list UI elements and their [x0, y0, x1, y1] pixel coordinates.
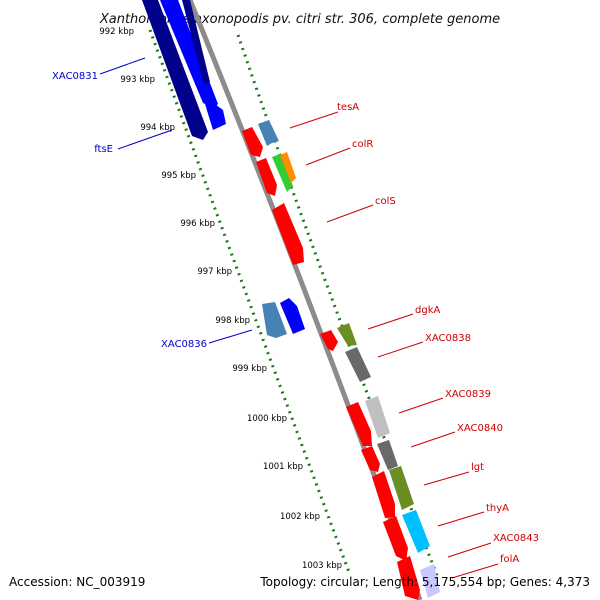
leader-line-xac0838	[377, 341, 424, 358]
gene-xac0840-a	[361, 446, 380, 472]
forward-strand-labels: tesA colR colS dgkA XAC0838 XAC0839 XAC0840 lgt…	[289, 102, 539, 579]
gene-colr-b	[272, 154, 293, 192]
leader-line-thya	[437, 511, 485, 527]
gene-dgka-a	[320, 330, 338, 351]
tick-label-999-kbp: 999 kbp	[232, 364, 267, 374]
leader-line-xac0843	[447, 542, 492, 558]
gene-label-ftse[interactable]: ftsE	[94, 144, 113, 155]
leader-line-dgka	[367, 313, 414, 330]
gene-reverse-outer-stripe	[182, 0, 210, 84]
gene-label-xac0840[interactable]: XAC0840	[457, 423, 503, 434]
tick-label-992-kbp: 992 kbp	[99, 27, 134, 37]
tick-labels: 992 kbp 993 kbp 994 kbp 995 kbp 996 kbp 997 k…	[99, 27, 342, 571]
tick-label-1000-kbp: 1000 kbp	[247, 414, 287, 424]
gene-label-xac0839[interactable]: XAC0839	[445, 389, 491, 400]
gene-label-xac0836[interactable]: XAC0836	[161, 339, 207, 350]
gene-label-xac0843[interactable]: XAC0843	[493, 533, 539, 544]
tick-label-998-kbp: 998 kbp	[215, 316, 250, 326]
gene-reverse-small	[205, 101, 226, 130]
gene-tesa-a	[242, 127, 263, 157]
gene-label-fola[interactable]: folA	[500, 554, 519, 565]
gene-label-thya[interactable]: thyA	[486, 503, 509, 514]
gene-tesa-b	[258, 120, 279, 146]
gene-xac0839-b	[365, 396, 390, 438]
topology-text: Topology: circular; Length: 5,175,554 bp…	[259, 575, 590, 589]
gene-cols	[272, 203, 304, 265]
gene-fola-b	[420, 564, 440, 598]
tick-label-1001-kbp: 1001 kbp	[263, 462, 303, 472]
leader-line-xac0831	[99, 57, 146, 75]
leader-line-tesa	[289, 111, 339, 129]
gene-xac0839-a	[346, 402, 372, 446]
leader-line-xac0839	[398, 397, 444, 414]
leader-line-ftse	[117, 129, 173, 150]
gene-lgt-b	[389, 466, 414, 510]
gene-label-colr[interactable]: colR	[352, 139, 373, 150]
tick-label-993-kbp: 993 kbp	[120, 75, 155, 85]
tick-label-1003-kbp: 1003 kbp	[302, 561, 342, 571]
tick-label-996-kbp: 996 kbp	[180, 219, 215, 229]
leader-line-cols	[326, 204, 374, 223]
leader-line-xac0840	[410, 431, 456, 448]
leader-line-xac0836	[208, 329, 253, 344]
gene-dgka-b	[337, 323, 357, 346]
tick-label-995-kbp: 995 kbp	[161, 171, 196, 181]
tick-label-997-kbp: 997 kbp	[197, 267, 232, 277]
leader-line-fola	[451, 563, 499, 579]
accession-text: Accession: NC_003919	[9, 575, 145, 589]
gene-label-cols[interactable]: colS	[375, 196, 396, 207]
gene-fola-a	[397, 556, 420, 600]
gene-xac0838	[345, 347, 371, 382]
gene-label-tesa[interactable]: tesA	[337, 102, 359, 113]
leader-line-colr	[305, 147, 351, 166]
gene-colr-c	[280, 152, 296, 183]
reverse-strand-labels: XAC0831 ftsE XAC0836	[52, 57, 253, 350]
leader-line-lgt	[423, 471, 470, 486]
tick-label-1002-kbp: 1002 kbp	[280, 512, 320, 522]
gene-label-lgt[interactable]: lgt	[471, 462, 484, 473]
gene-xac0836-a	[262, 302, 287, 338]
tick-label-994-kbp: 994 kbp	[140, 123, 175, 133]
gene-thya-a	[383, 516, 408, 561]
gene-xac0831	[140, 0, 208, 140]
gene-label-xac0831[interactable]: XAC0831	[52, 71, 98, 82]
gene-colr-a	[256, 158, 277, 196]
tick-scale-inner	[148, 29, 352, 576]
gene-label-xac0838[interactable]: XAC0838	[425, 333, 471, 344]
gene-xac0840-b	[377, 440, 398, 470]
gene-lgt-a	[372, 471, 395, 518]
gene-label-dgka[interactable]: dgkA	[415, 305, 440, 316]
gene-thya-b	[402, 510, 430, 553]
gene-xac0836-b	[280, 298, 305, 334]
